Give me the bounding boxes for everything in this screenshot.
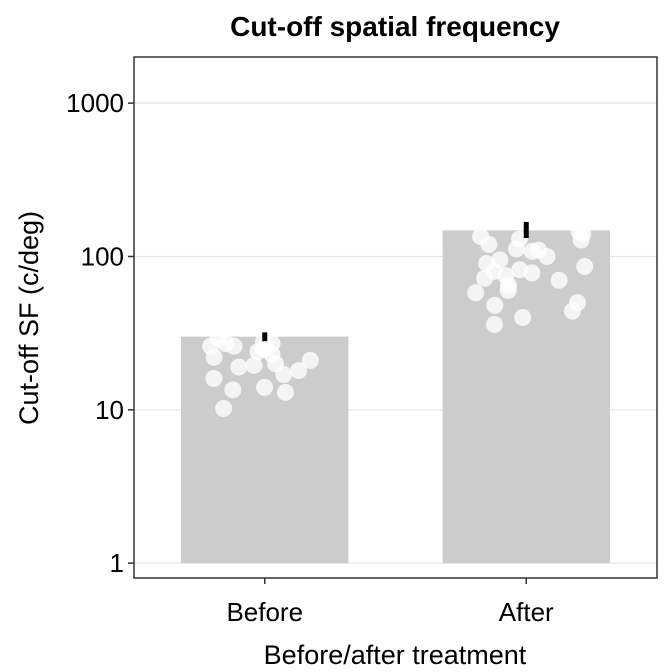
- data-point: [275, 365, 293, 383]
- data-point: [245, 356, 263, 374]
- y-axis: 1 10 100 1000: [66, 88, 134, 578]
- bar: [181, 336, 349, 564]
- data-point: [215, 399, 233, 417]
- data-point: [530, 241, 548, 259]
- y-tick-label: 1: [110, 548, 124, 578]
- bars: [181, 230, 610, 564]
- x-axis-title: Before/after treatment: [264, 640, 527, 670]
- data-points: [202, 223, 594, 417]
- x-tick-label: Before: [226, 597, 303, 627]
- data-point: [256, 378, 274, 396]
- data-point: [485, 316, 503, 334]
- data-point: [217, 335, 235, 353]
- data-point: [254, 340, 272, 358]
- data-point: [301, 351, 319, 369]
- bar: [442, 230, 610, 564]
- data-point: [572, 231, 590, 249]
- data-point: [563, 302, 581, 320]
- y-tick-label: 10: [95, 395, 124, 425]
- data-point: [514, 309, 532, 326]
- data-point: [508, 240, 526, 258]
- error-bars: [262, 221, 529, 342]
- data-point: [230, 358, 248, 376]
- y-axis-title: Cut-off SF (c/deg): [14, 211, 44, 425]
- chart-title: Cut-off spatial frequency: [230, 11, 560, 42]
- y-tick-label: 100: [81, 241, 124, 271]
- data-point: [205, 370, 223, 388]
- data-point: [576, 258, 594, 276]
- data-point: [476, 269, 494, 287]
- data-point: [550, 271, 568, 289]
- data-point: [523, 264, 541, 282]
- x-tick-label: After: [499, 597, 554, 627]
- data-point: [290, 362, 308, 380]
- panel-border: [133, 56, 658, 579]
- data-point: [480, 235, 498, 253]
- data-point: [202, 337, 220, 355]
- data-point: [499, 282, 517, 300]
- data-point: [486, 296, 504, 314]
- y-tick-label: 1000: [66, 88, 124, 118]
- data-point: [276, 383, 294, 401]
- data-point: [224, 381, 242, 399]
- data-point: [467, 284, 485, 302]
- x-axis: Before After: [226, 578, 554, 627]
